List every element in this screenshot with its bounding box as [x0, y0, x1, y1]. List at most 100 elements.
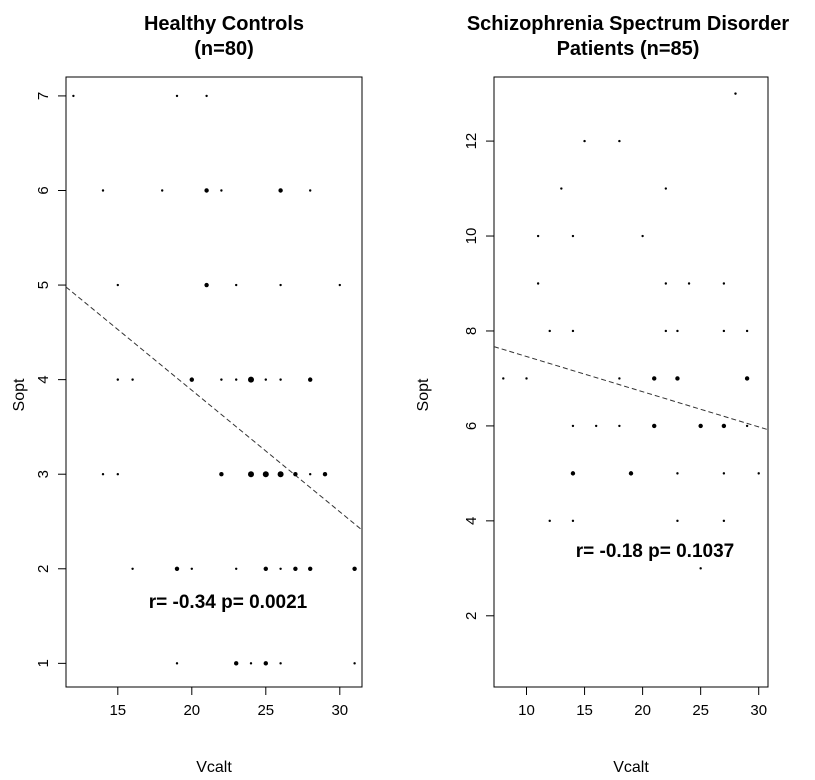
data-point: [190, 567, 193, 570]
data-point: [687, 282, 691, 285]
data-point: [722, 519, 726, 523]
y-tick-label: 6: [463, 422, 480, 430]
data-point: [293, 472, 298, 477]
data-point: [664, 282, 668, 285]
data-point: [548, 519, 551, 523]
data-point: [205, 94, 208, 98]
data-point: [116, 283, 120, 287]
data-point: [277, 471, 284, 478]
data-point: [641, 234, 644, 238]
y-tick-label: 4: [463, 517, 480, 525]
data-point: [219, 472, 224, 477]
data-point: [204, 188, 209, 193]
data-point: [628, 471, 634, 476]
data-point: [548, 329, 551, 333]
correlation-annotation: r= -0.34 p= 0.0021: [149, 592, 308, 613]
data-point: [338, 283, 341, 287]
data-point: [571, 424, 575, 428]
data-point: [502, 377, 505, 380]
data-point: [72, 94, 75, 98]
x-tick-label: 10: [518, 702, 535, 719]
data-point: [234, 661, 239, 666]
data-point: [309, 473, 312, 476]
data-point: [536, 234, 540, 238]
data-point: [101, 473, 105, 476]
y-tick-label: 6: [35, 186, 52, 194]
data-point: [571, 234, 575, 238]
data-point: [161, 189, 164, 192]
y-axis-label: Sopt: [415, 378, 432, 411]
data-point: [308, 566, 313, 571]
data-point: [235, 283, 238, 287]
data-point: [279, 567, 282, 570]
data-point: [744, 376, 750, 381]
chart-title: Healthy Controls: [144, 13, 304, 35]
data-point: [248, 471, 254, 478]
plot-frame: [65, 76, 363, 688]
y-tick-label: 3: [35, 470, 52, 478]
chart-title: Schizophrenia Spectrum Disorder: [467, 13, 790, 35]
data-point: [279, 378, 282, 381]
data-point: [220, 189, 223, 192]
data-point: [309, 189, 312, 192]
data-point: [745, 329, 749, 333]
data-point: [699, 567, 702, 570]
data-point: [583, 139, 586, 143]
x-tick-label: 15: [109, 702, 126, 719]
data-point: [675, 376, 680, 381]
data-point: [220, 378, 223, 381]
data-point: [757, 472, 760, 475]
data-point: [116, 378, 120, 381]
regression-line: [493, 346, 769, 431]
data-point: [116, 473, 120, 476]
data-point: [308, 377, 313, 382]
data-point: [560, 187, 563, 190]
chart-subtitle: Patients (n=85): [557, 38, 700, 60]
data-point: [278, 188, 283, 193]
data-point: [664, 329, 668, 333]
x-tick-label: 25: [692, 702, 709, 719]
x-tick-label: 30: [331, 702, 348, 719]
data-point: [745, 424, 749, 428]
data-point: [263, 661, 268, 666]
data-point: [262, 471, 269, 478]
data-point: [722, 282, 726, 285]
x-axis-label: Vcalt: [196, 759, 232, 775]
data-point: [352, 566, 357, 571]
chart-subtitle: (n=80): [194, 38, 253, 60]
y-tick-label: 8: [463, 327, 480, 335]
data-point: [618, 424, 621, 428]
data-point: [189, 377, 194, 382]
data-point: [279, 662, 282, 665]
data-point: [618, 139, 621, 143]
y-axis-label: Sopt: [11, 378, 28, 411]
y-tick-label: 2: [463, 612, 480, 620]
data-point: [571, 519, 575, 523]
data-point: [204, 282, 209, 288]
data-point: [131, 378, 134, 381]
data-point: [676, 519, 679, 523]
data-point: [175, 94, 179, 98]
data-point: [101, 189, 105, 192]
data-point: [174, 566, 180, 571]
data-point: [249, 662, 253, 665]
data-point: [722, 472, 726, 475]
x-axis-label: Vcalt: [613, 759, 649, 775]
data-point: [353, 662, 356, 665]
data-point: [248, 376, 254, 383]
data-point: [676, 472, 679, 475]
data-point: [618, 377, 621, 380]
data-point: [322, 472, 328, 477]
data-point: [722, 329, 726, 333]
data-point: [279, 283, 282, 287]
y-tick-label: 10: [463, 228, 480, 245]
x-tick-label: 20: [183, 702, 200, 719]
x-tick-label: 15: [576, 702, 593, 719]
plot-frame: [493, 76, 769, 688]
x-tick-label: 20: [634, 702, 651, 719]
data-point: [594, 424, 598, 428]
data-point: [734, 92, 737, 95]
data-point: [721, 423, 727, 429]
regression-line: [65, 286, 363, 531]
